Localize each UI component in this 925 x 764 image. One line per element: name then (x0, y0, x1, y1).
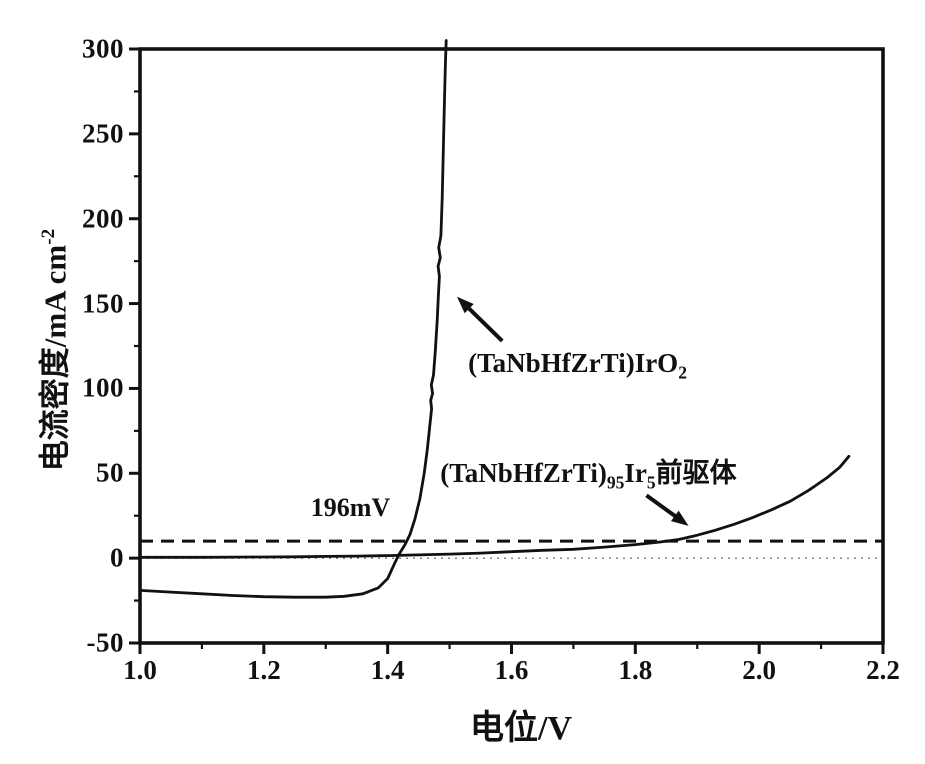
x-tick-label-1.6: 1.6 (494, 655, 529, 685)
x-tick-label-1.0: 1.0 (123, 655, 157, 685)
precursor-label-sub5: 5 (646, 472, 656, 493)
precursor-curve (138, 454, 851, 559)
x-axis-title: 电位/V (470, 710, 572, 747)
annotation-arrow-head (457, 296, 474, 314)
annotation-arrow-shaft (465, 305, 504, 343)
x-tick-label-1.8: 1.8 (618, 655, 653, 685)
x-tick-label-2.2: 2.2 (866, 655, 900, 685)
y-tick-label-200: 200 (82, 203, 124, 234)
iro2-label-subscript: 2 (678, 362, 687, 383)
y-tick-label-50: 50 (96, 457, 124, 488)
y-tick-label-150: 150 (82, 288, 124, 319)
y-tick-label-250: 250 (82, 118, 124, 149)
iro2-curve (138, 39, 448, 599)
overpotential-label: 196mV (311, 493, 390, 523)
y-axis-title: 电流密度/mA cm-2 (30, 229, 75, 471)
annotation-arrow-shaft (645, 493, 679, 520)
axes-frame (138, 47, 885, 645)
precursor-curve-label: (TaNbHfZrTi)95Ir5前驱体 (440, 451, 737, 493)
x-tick-label-2.0: 2.0 (742, 655, 777, 685)
y-tick-label-300: 300 (82, 33, 124, 64)
overpotential-text: 196mV (310, 492, 391, 522)
precursor-label-sub95: 95 (606, 472, 625, 493)
iro2-curve-label: (TaNbHfZrTi)IrO2 (468, 347, 687, 383)
y-axis-title-text: 电流密度/mA cm (37, 244, 73, 472)
y-tick-label--50: -50 (86, 627, 124, 658)
y-tick-label-0: 0 (110, 542, 124, 573)
y-axis-title-superscript: -2 (38, 228, 60, 245)
precursor-label-part2: Ir (624, 458, 647, 489)
x-tick-label-1.2: 1.2 (246, 655, 281, 685)
precursor-label-part1: (TaNbHfZrTi) (440, 458, 607, 489)
annotation-arrow-head (671, 510, 689, 526)
precursor-label-part3: 前驱体 (655, 458, 737, 489)
x-tick-label-1.4: 1.4 (370, 655, 405, 685)
y-tick-label-100: 100 (82, 372, 124, 403)
iro2-label-text: (TaNbHfZrTi)IrO (468, 347, 679, 378)
